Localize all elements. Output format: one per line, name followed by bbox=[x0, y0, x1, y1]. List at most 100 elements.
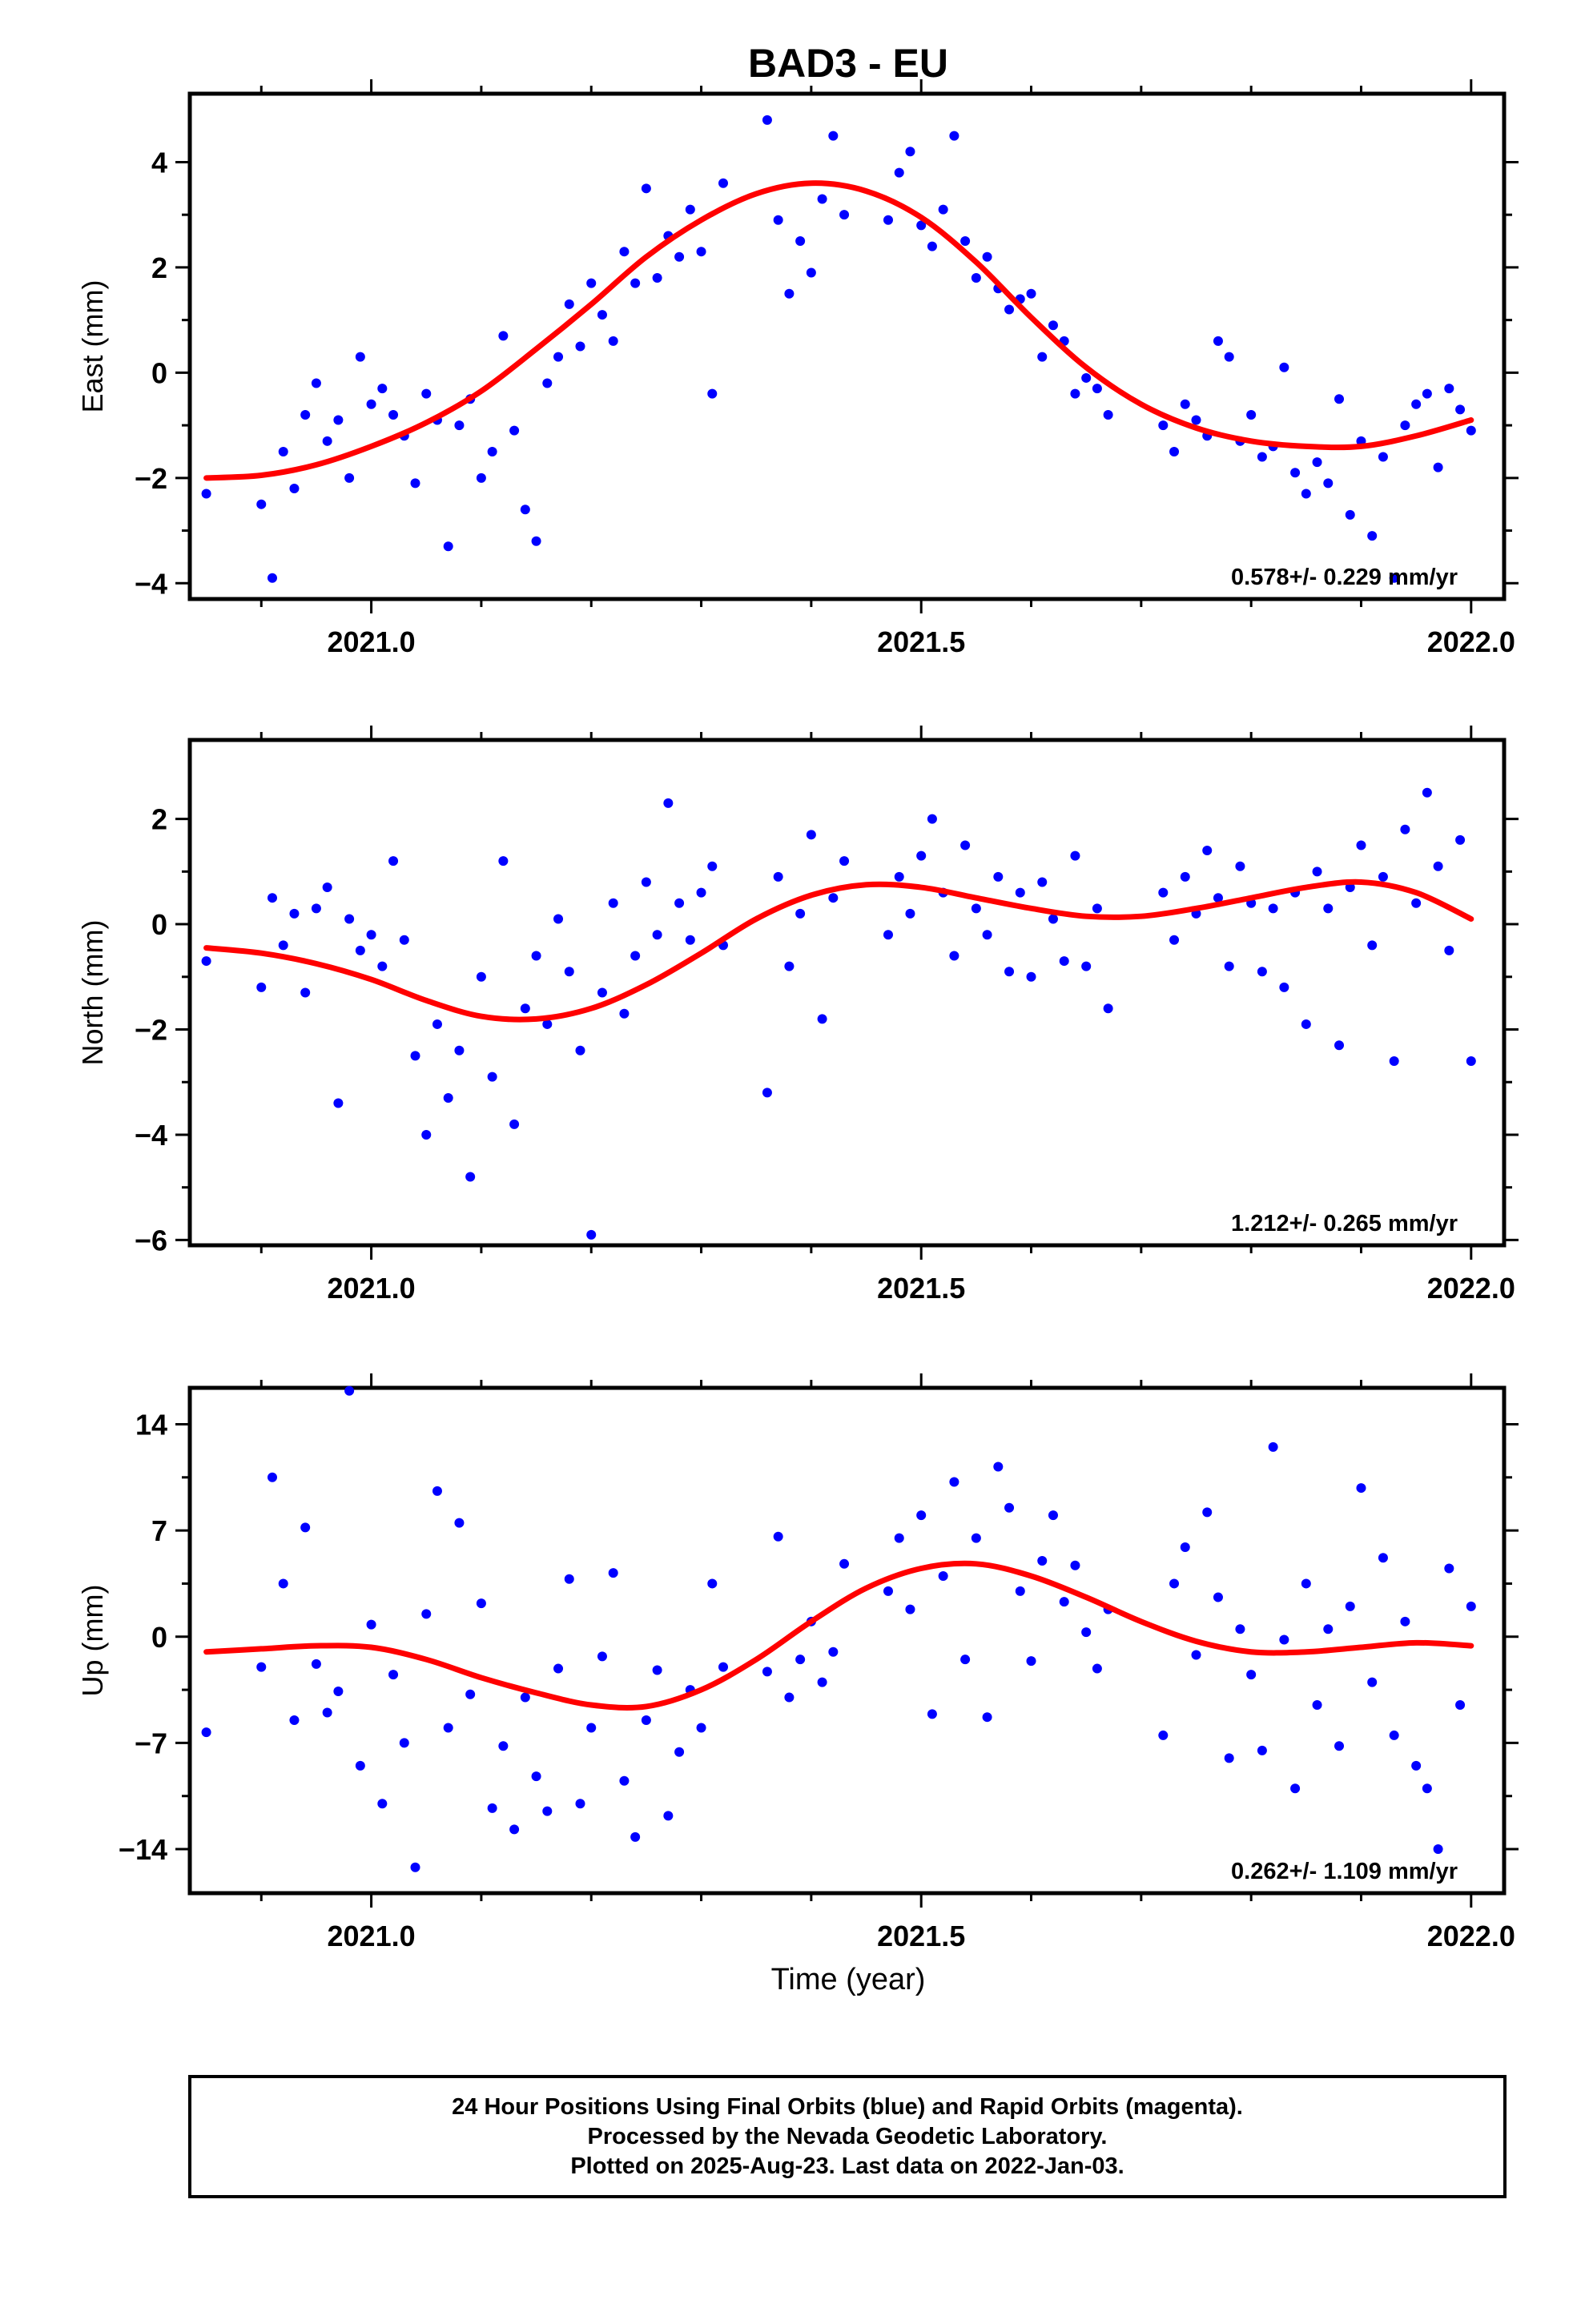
east-y-tick-label: −2 bbox=[135, 462, 167, 495]
up-data-point bbox=[597, 1651, 607, 1662]
north-data-point bbox=[421, 1129, 432, 1140]
up-data-point bbox=[1334, 1741, 1345, 1751]
north-data-point bbox=[1312, 866, 1322, 877]
east-data-point bbox=[905, 147, 915, 157]
north-data-point bbox=[256, 982, 267, 992]
north-data-point bbox=[773, 871, 783, 882]
east-plot-area bbox=[201, 115, 1476, 583]
up-y-tick-label: −14 bbox=[119, 1833, 167, 1866]
up-data-point bbox=[641, 1715, 651, 1725]
north-data-point bbox=[432, 1019, 442, 1029]
east-y-tick-label: 0 bbox=[151, 356, 167, 389]
up-data-point bbox=[278, 1578, 288, 1589]
north-data-point bbox=[1400, 824, 1410, 834]
up-y-axis-title: Up (mm) bbox=[76, 1585, 109, 1697]
up-data-point bbox=[1356, 1483, 1366, 1494]
north-data-point bbox=[674, 898, 685, 908]
east-data-point bbox=[1092, 384, 1102, 394]
east-data-point bbox=[718, 178, 729, 188]
north-data-point bbox=[652, 930, 662, 940]
north-data-point bbox=[465, 1172, 476, 1182]
east-data-point bbox=[267, 573, 277, 583]
up-data-point bbox=[399, 1738, 409, 1748]
east-data-point bbox=[333, 415, 344, 425]
north-data-point bbox=[696, 887, 706, 898]
east-data-point bbox=[685, 204, 695, 215]
east-data-point bbox=[509, 425, 520, 436]
north-data-point bbox=[443, 1092, 453, 1103]
north-plot-frame bbox=[187, 738, 1507, 1248]
up-data-point bbox=[971, 1533, 981, 1543]
up-data-point bbox=[1015, 1586, 1025, 1596]
east-data-point bbox=[322, 436, 332, 446]
east-data-point bbox=[916, 220, 927, 231]
north-data-point bbox=[509, 1119, 520, 1129]
up-y-tick-label: 7 bbox=[151, 1514, 167, 1547]
up-data-point bbox=[1400, 1616, 1410, 1626]
north-data-point bbox=[377, 961, 388, 971]
east-data-point bbox=[1180, 399, 1190, 409]
east-data-point bbox=[487, 446, 497, 456]
north-data-point bbox=[949, 951, 959, 961]
north-data-point bbox=[1257, 967, 1267, 977]
east-data-point bbox=[300, 409, 311, 420]
north-data-point bbox=[641, 877, 651, 887]
up-data-point bbox=[1466, 1601, 1476, 1611]
up-rate-label: 0.262+/- 1.109 mm/yr bbox=[1231, 1859, 1458, 1884]
north-data-point bbox=[1202, 846, 1213, 856]
east-data-point bbox=[762, 115, 772, 125]
east-data-point bbox=[795, 236, 806, 247]
north-y-tick-label: −6 bbox=[135, 1224, 167, 1256]
up-data-point bbox=[1235, 1624, 1245, 1634]
up-y-tick-label: 14 bbox=[135, 1408, 167, 1441]
east-data-point bbox=[311, 378, 321, 388]
north-data-point bbox=[520, 1003, 530, 1014]
east-data-point bbox=[1466, 425, 1476, 436]
up-data-point bbox=[1081, 1627, 1092, 1638]
up-data-point bbox=[344, 1385, 355, 1396]
east-data-point bbox=[982, 251, 992, 262]
north-data-point bbox=[1444, 945, 1454, 955]
up-data-point bbox=[256, 1662, 267, 1672]
north-data-point bbox=[806, 830, 816, 840]
up-data-point bbox=[487, 1803, 497, 1813]
east-data-point bbox=[960, 236, 971, 247]
up-data-point bbox=[311, 1659, 321, 1669]
north-y-tick-label: −2 bbox=[135, 1014, 167, 1047]
up-data-point bbox=[894, 1533, 904, 1543]
north-data-point bbox=[795, 908, 806, 919]
up-panel: 2021.0 2021.5 2022.0 −14 −7 0 7 14 Up (mm) 0.262+… bbox=[76, 1373, 1519, 1952]
up-data-point bbox=[1224, 1753, 1234, 1763]
north-x-tick-label: 2021.0 bbox=[328, 1272, 416, 1305]
north-data-point bbox=[1378, 871, 1388, 882]
east-y-axis-title: East (mm) bbox=[76, 280, 109, 413]
north-data-point bbox=[278, 940, 288, 951]
north-data-point bbox=[1092, 903, 1102, 914]
north-data-point bbox=[883, 930, 893, 940]
up-data-point bbox=[883, 1586, 893, 1596]
east-data-point bbox=[619, 247, 630, 257]
north-data-point bbox=[1048, 914, 1058, 924]
east-fit-curve bbox=[203, 180, 1474, 481]
east-data-point bbox=[1290, 468, 1301, 478]
north-y-tick-label: 0 bbox=[151, 908, 167, 941]
east-data-point bbox=[1389, 573, 1399, 583]
up-data-point bbox=[707, 1578, 718, 1589]
east-data-point bbox=[564, 299, 574, 309]
north-data-point bbox=[1466, 1055, 1476, 1066]
up-data-point bbox=[718, 1662, 729, 1672]
up-data-point bbox=[674, 1747, 685, 1757]
east-data-point bbox=[1411, 399, 1422, 409]
east-data-point bbox=[278, 446, 288, 456]
east-data-point bbox=[454, 420, 465, 431]
east-x-tick-label: 2022.0 bbox=[1427, 625, 1515, 658]
east-data-point bbox=[1400, 420, 1410, 431]
east-data-point bbox=[1433, 462, 1443, 472]
east-data-point bbox=[696, 247, 706, 257]
east-data-point bbox=[1169, 446, 1180, 456]
east-data-point bbox=[1004, 304, 1015, 315]
up-data-point bbox=[1202, 1507, 1213, 1518]
up-data-point bbox=[421, 1609, 432, 1619]
north-data-point bbox=[1180, 871, 1190, 882]
east-data-point bbox=[542, 378, 553, 388]
